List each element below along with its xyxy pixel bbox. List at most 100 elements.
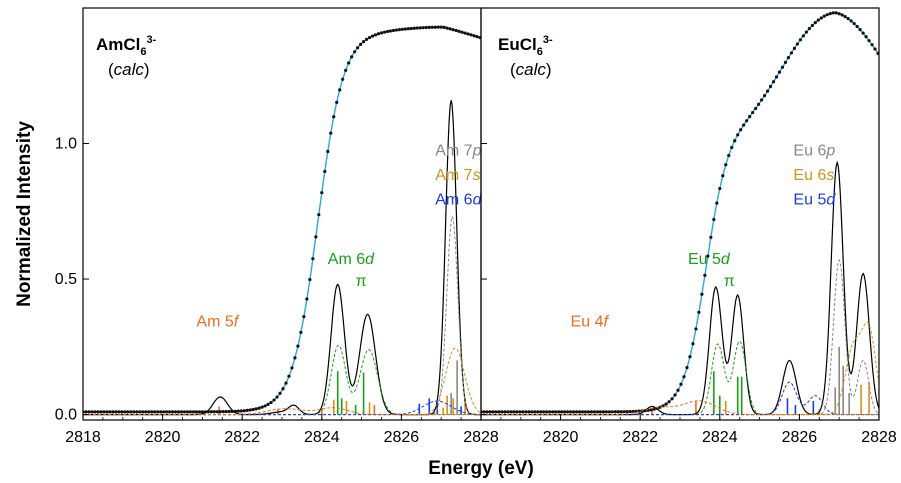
panel-2-data-point — [559, 410, 564, 414]
panel-2-data-point — [715, 201, 719, 205]
x-tick-label: 2826 — [782, 429, 818, 446]
panel-2-annotation-s: Eu 6s — [793, 167, 834, 184]
panel-1-data-point — [284, 381, 288, 385]
panel-1-data-point — [212, 410, 216, 414]
panel-1-data-point — [472, 34, 476, 38]
panel-2-data-point — [777, 70, 782, 74]
panel-1-data-point — [117, 410, 121, 414]
panel-1-data-point — [400, 27, 404, 31]
panel-1-data-point — [251, 407, 255, 412]
panel-1-data-point — [224, 409, 228, 414]
panel-1-data-point — [164, 410, 169, 414]
panel-2-data-point — [649, 408, 653, 412]
panel-2-data-point — [727, 153, 731, 158]
panel-1-data-point — [451, 28, 455, 32]
panel-2-data-point — [577, 410, 582, 414]
panel-2-data-point — [774, 75, 779, 79]
panel-2-data-point — [822, 14, 826, 18]
panel-1-data-point — [188, 410, 193, 414]
panel-1-title-subscript: 6 — [140, 46, 146, 58]
x-tick-label: 2824 — [702, 429, 738, 446]
panel-1-data-point — [442, 25, 446, 29]
panel-1-series-d_pi — [83, 344, 481, 416]
panel-2-series-f — [481, 400, 879, 416]
panel-2-data-point — [730, 145, 734, 150]
panel-1-annotation-f: Am 5f — [196, 313, 239, 330]
panel-1-data-point — [430, 25, 434, 29]
panel-2-data-point — [861, 31, 865, 35]
panel-2-data-point — [783, 60, 788, 64]
panel-2-data-point — [562, 410, 567, 414]
panel-1-data-point — [87, 410, 91, 414]
panel-1-data-point — [132, 410, 136, 414]
panel-2-data-point — [736, 133, 740, 137]
panel-1-data-point — [150, 410, 154, 414]
panel-1-title-superscript: 3- — [147, 34, 157, 46]
panel-2-data-point — [843, 15, 847, 19]
panel-2-data-point — [813, 21, 817, 25]
panel-1-data-point — [173, 410, 178, 414]
panel-1-data-point — [385, 29, 390, 34]
panel-1-data-point — [305, 297, 309, 301]
panel-2-data-point — [789, 51, 794, 55]
panel-1-data-point — [167, 410, 172, 414]
panel-2-data-point — [670, 397, 674, 401]
panel-2-data-point — [518, 410, 522, 414]
x-tick-label: 2826 — [384, 429, 420, 446]
panel-2-data-point — [482, 410, 486, 414]
panel-2-data-point — [831, 11, 835, 15]
panel-1-data-point — [344, 68, 348, 72]
panel-2-data-point — [703, 273, 707, 277]
panel-2-data-point — [864, 35, 868, 39]
panel-2-plot — [481, 11, 879, 416]
panel-2-series-p — [481, 258, 879, 416]
panel-1-data-point — [293, 356, 297, 360]
panel-2-data-point — [840, 13, 844, 17]
panel-2-data-point — [664, 402, 668, 406]
panel-1-data-point — [373, 33, 378, 37]
panel-1-data-point — [90, 410, 94, 414]
panel-2-data-point — [754, 106, 758, 111]
panel-1-annotation-d: Am 6d — [435, 192, 482, 209]
panel-2-data-point — [855, 24, 859, 29]
panel-2-data-point — [700, 292, 704, 296]
panel-2-data-point — [610, 410, 614, 414]
panel-2-data-point — [539, 410, 543, 414]
panel-1-data-point — [317, 213, 321, 217]
panel-2-data-point — [548, 410, 552, 414]
panel-2-data-point — [512, 410, 516, 414]
panel-2-data-point — [536, 410, 540, 414]
panel-1-data-point — [412, 26, 416, 30]
panel-2-data-point — [485, 410, 489, 414]
panel-2-data-point — [768, 84, 773, 89]
panel-1-data-point — [108, 410, 112, 414]
panel-1-data-point — [299, 330, 303, 334]
panel-1-data-point — [135, 410, 139, 414]
panel-2-data-point — [721, 174, 725, 178]
panel-2-data-point — [733, 139, 737, 143]
panel-2-data-point — [676, 388, 680, 392]
panel-1-data-point — [248, 408, 252, 412]
panel-2-data-point — [751, 110, 755, 115]
panel-2-data-point — [521, 410, 525, 414]
panel-2-data-point — [825, 13, 829, 17]
panel-2-data-point — [798, 38, 802, 42]
panel-1-data-point — [218, 410, 222, 414]
panel-1-data-point — [200, 410, 204, 414]
panel-1-data-point — [242, 409, 246, 413]
panel-2-data-point — [542, 410, 546, 414]
panel-2-data-point — [780, 65, 785, 69]
panel-2-data-point — [718, 186, 722, 191]
panel-2-data-point — [607, 410, 611, 414]
panel-1-data-point — [227, 409, 231, 414]
panel-1-annotation-pi: π — [356, 273, 367, 290]
axes-layer: 2818 2820 2822 2824 2826 2828 0.0 0.5 1.0 Am 7p Am… — [55, 7, 897, 446]
panel-1-data-point — [221, 410, 225, 414]
panel-2-data-point — [592, 410, 597, 414]
panel-1-data-point — [159, 410, 163, 414]
panel-2-data-point — [491, 410, 495, 414]
panel-2-data-point — [574, 410, 579, 414]
panel-2-data-point — [786, 56, 791, 60]
panel-2-annotation-d: Eu 5d — [793, 192, 836, 209]
y-tick-label: 0.0 — [55, 407, 77, 424]
